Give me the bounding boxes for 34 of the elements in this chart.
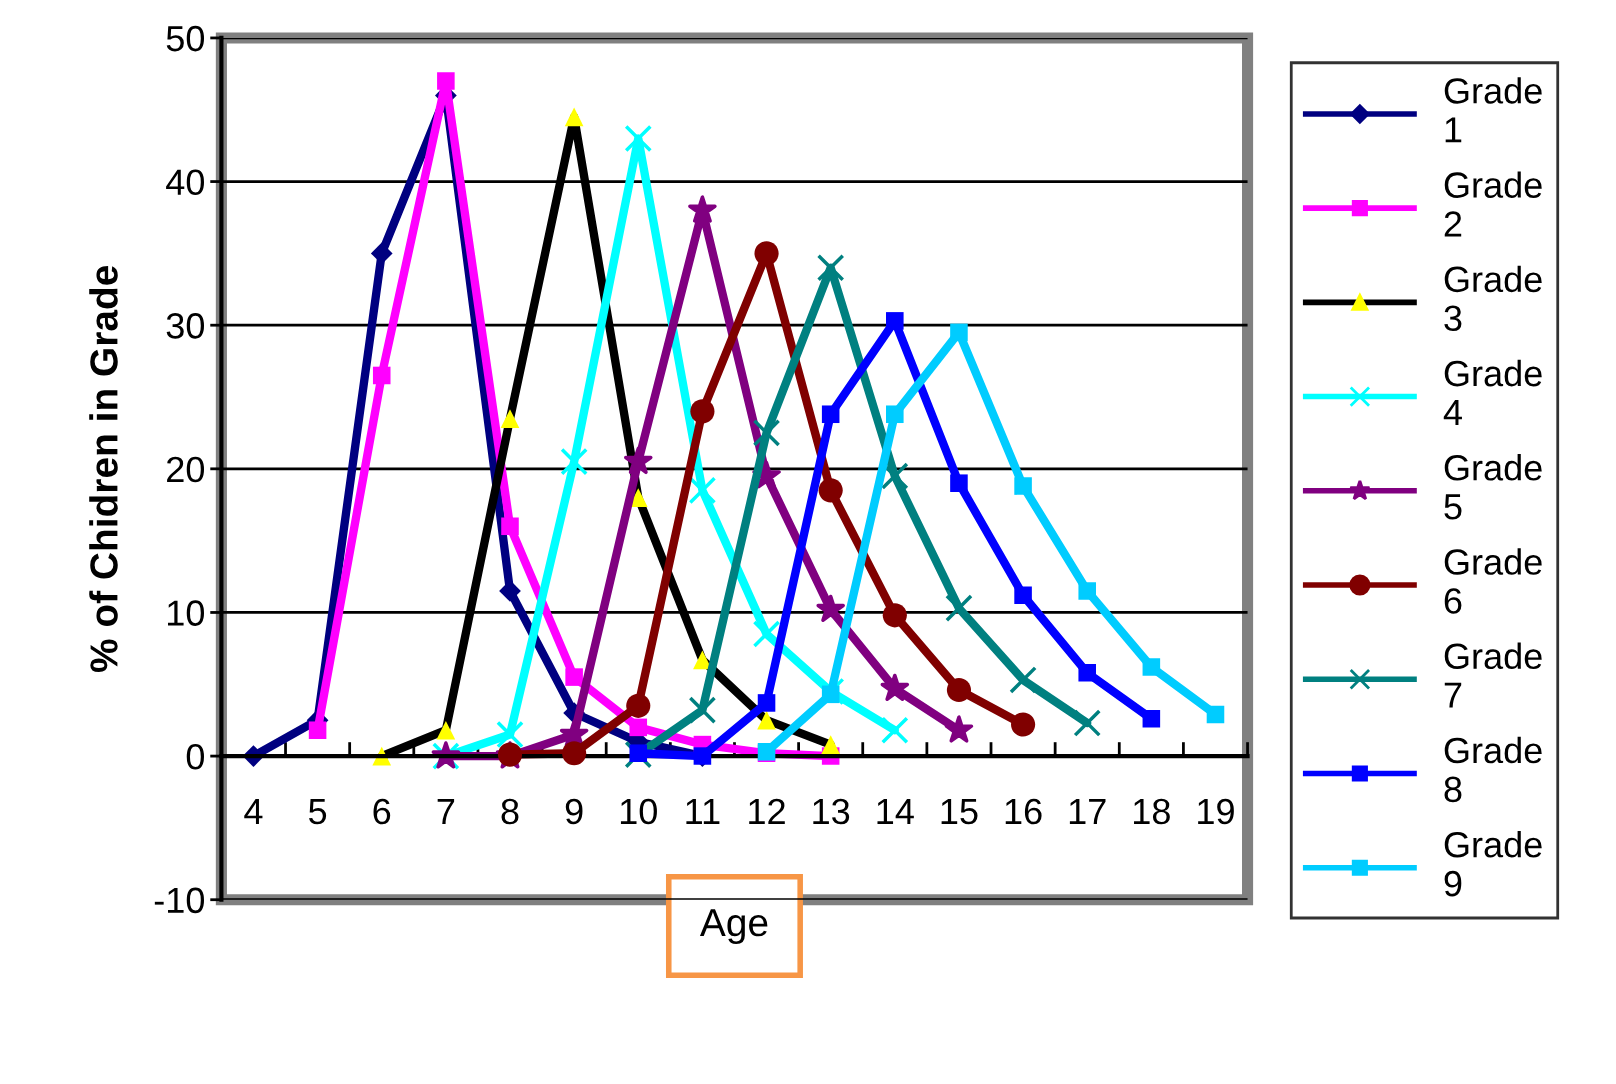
x-tick-label: 8 — [501, 798, 519, 825]
y-tick-label: -10 — [154, 887, 205, 914]
y-tick-label: 40 — [166, 169, 205, 196]
x-tick-label: 5 — [309, 799, 327, 825]
legend-label: Grade 3 — [1444, 265, 1542, 332]
legend-label: Grade 1 — [1444, 77, 1542, 143]
legend-label: Grade 5 — [1444, 454, 1542, 520]
x-tick-label: 11 — [686, 799, 720, 824]
legend-label: Grade 6 — [1444, 548, 1542, 614]
y-tick-label: 10 — [168, 600, 205, 626]
x-tick-label: 7 — [437, 799, 455, 824]
legend-label: Grade 8 — [1444, 736, 1542, 803]
x-tick-label: 18 — [1134, 798, 1170, 825]
x-tick-label: 13 — [813, 798, 850, 825]
x-tick-label: 9 — [565, 798, 583, 825]
x-tick-label: 10 — [620, 798, 657, 825]
x-axis-title: Age — [699, 909, 768, 945]
y-tick-label: 0 — [186, 743, 205, 770]
y-tick-label: 50 — [166, 25, 205, 52]
x-tick-label: 17 — [1069, 799, 1106, 824]
y-tick-label: 20 — [167, 456, 205, 483]
x-tick-label: 6 — [373, 798, 391, 825]
legend-label: Grade 9 — [1444, 831, 1542, 897]
x-tick-label: 16 — [1005, 798, 1042, 825]
legend-label: Grade 7 — [1444, 642, 1542, 708]
legend-label: Grade 2 — [1444, 171, 1542, 237]
y-axis-title: % of Chidren in Grade — [89, 265, 118, 673]
x-tick-label: 4 — [244, 799, 263, 824]
x-tick-label: 14 — [877, 799, 914, 824]
y-tick-label: 30 — [166, 313, 205, 339]
x-tick-label: 12 — [749, 798, 785, 824]
legend-label: Grade 4 — [1443, 359, 1542, 425]
x-tick-label: 19 — [1198, 798, 1234, 825]
x-tick-label: 15 — [941, 799, 978, 825]
